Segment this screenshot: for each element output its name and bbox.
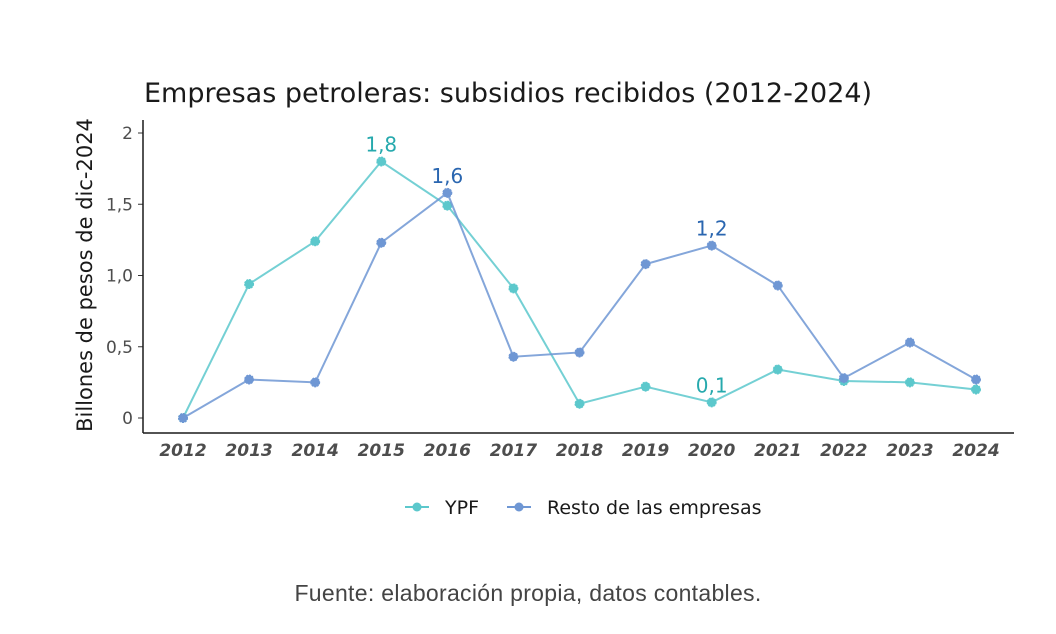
data-point [574, 347, 585, 358]
x-tick-label: 2014 [292, 441, 339, 461]
x-tick-label: 2021 [754, 441, 801, 461]
legend-label: Resto de las empresas [547, 497, 761, 519]
y-tick-label: 0,5 [106, 338, 133, 358]
data-point [971, 374, 981, 385]
series-line [182, 160, 977, 419]
y-tick-label: 1,5 [106, 195, 133, 215]
data-point [971, 384, 981, 395]
data-point [904, 337, 915, 348]
data-point [442, 187, 453, 198]
x-tick-label: 2024 [952, 441, 999, 461]
data-point [838, 373, 849, 384]
y-axis-ticks: 0 0,5 1,0 1,5 2 [106, 124, 143, 429]
data-point [310, 377, 321, 388]
source-note: Fuente: elaboración propia, datos contab… [294, 580, 762, 606]
x-tick-label: 2019 [622, 441, 669, 461]
data-point [310, 236, 321, 247]
data-point [772, 364, 783, 375]
data-point [574, 398, 585, 409]
data-point [706, 397, 717, 408]
data-label: 1,8 [365, 133, 397, 157]
data-point [640, 259, 651, 270]
x-axis-ticks: 2012 2013 2014 2015 2016 2017 2018 2019 2020 2021… [159, 441, 999, 461]
data-point [244, 374, 255, 385]
y-tick-label: 1,0 [106, 267, 133, 287]
data-label: 1,2 [696, 217, 728, 241]
legend-marker-icon [412, 502, 422, 512]
data-point [640, 381, 651, 392]
legend-marker-icon [514, 502, 524, 512]
x-tick-label: 2016 [424, 441, 471, 461]
data-point [904, 377, 915, 388]
legend-label: YPF [444, 497, 479, 519]
x-tick-label: 2012 [159, 441, 206, 461]
data-point [178, 413, 188, 423]
data-point [772, 280, 783, 291]
data-point [706, 240, 717, 251]
series-group [178, 156, 981, 423]
data-point [376, 156, 387, 167]
y-tick-label: 2 [122, 124, 133, 144]
x-tick-label: 2017 [490, 441, 537, 461]
y-axis-label: Billones de pesos de dic-2024 [73, 118, 97, 432]
data-label: 0,1 [696, 373, 728, 397]
series-line [182, 191, 977, 419]
data-point [508, 351, 519, 362]
data-point [508, 283, 519, 294]
x-tick-label: 2013 [225, 441, 272, 461]
data-label: 1,6 [431, 164, 463, 188]
data-point [244, 279, 255, 290]
y-tick-label: 0 [122, 409, 133, 429]
x-tick-label: 2015 [358, 441, 405, 461]
data-point [376, 237, 387, 248]
x-tick-label: 2022 [820, 441, 867, 461]
x-tick-label: 2020 [688, 441, 735, 461]
chart-title: Empresas petroleras: subsidios recibidos… [144, 78, 872, 109]
x-tick-label: 2023 [886, 441, 933, 461]
x-tick-label: 2018 [556, 441, 603, 461]
data-annotations: 1,8 1,6 1,2 0,1 [365, 133, 727, 398]
legend: YPF Resto de las empresas [405, 497, 761, 519]
line-chart: Empresas petroleras: subsidios recibidos… [73, 78, 1014, 519]
